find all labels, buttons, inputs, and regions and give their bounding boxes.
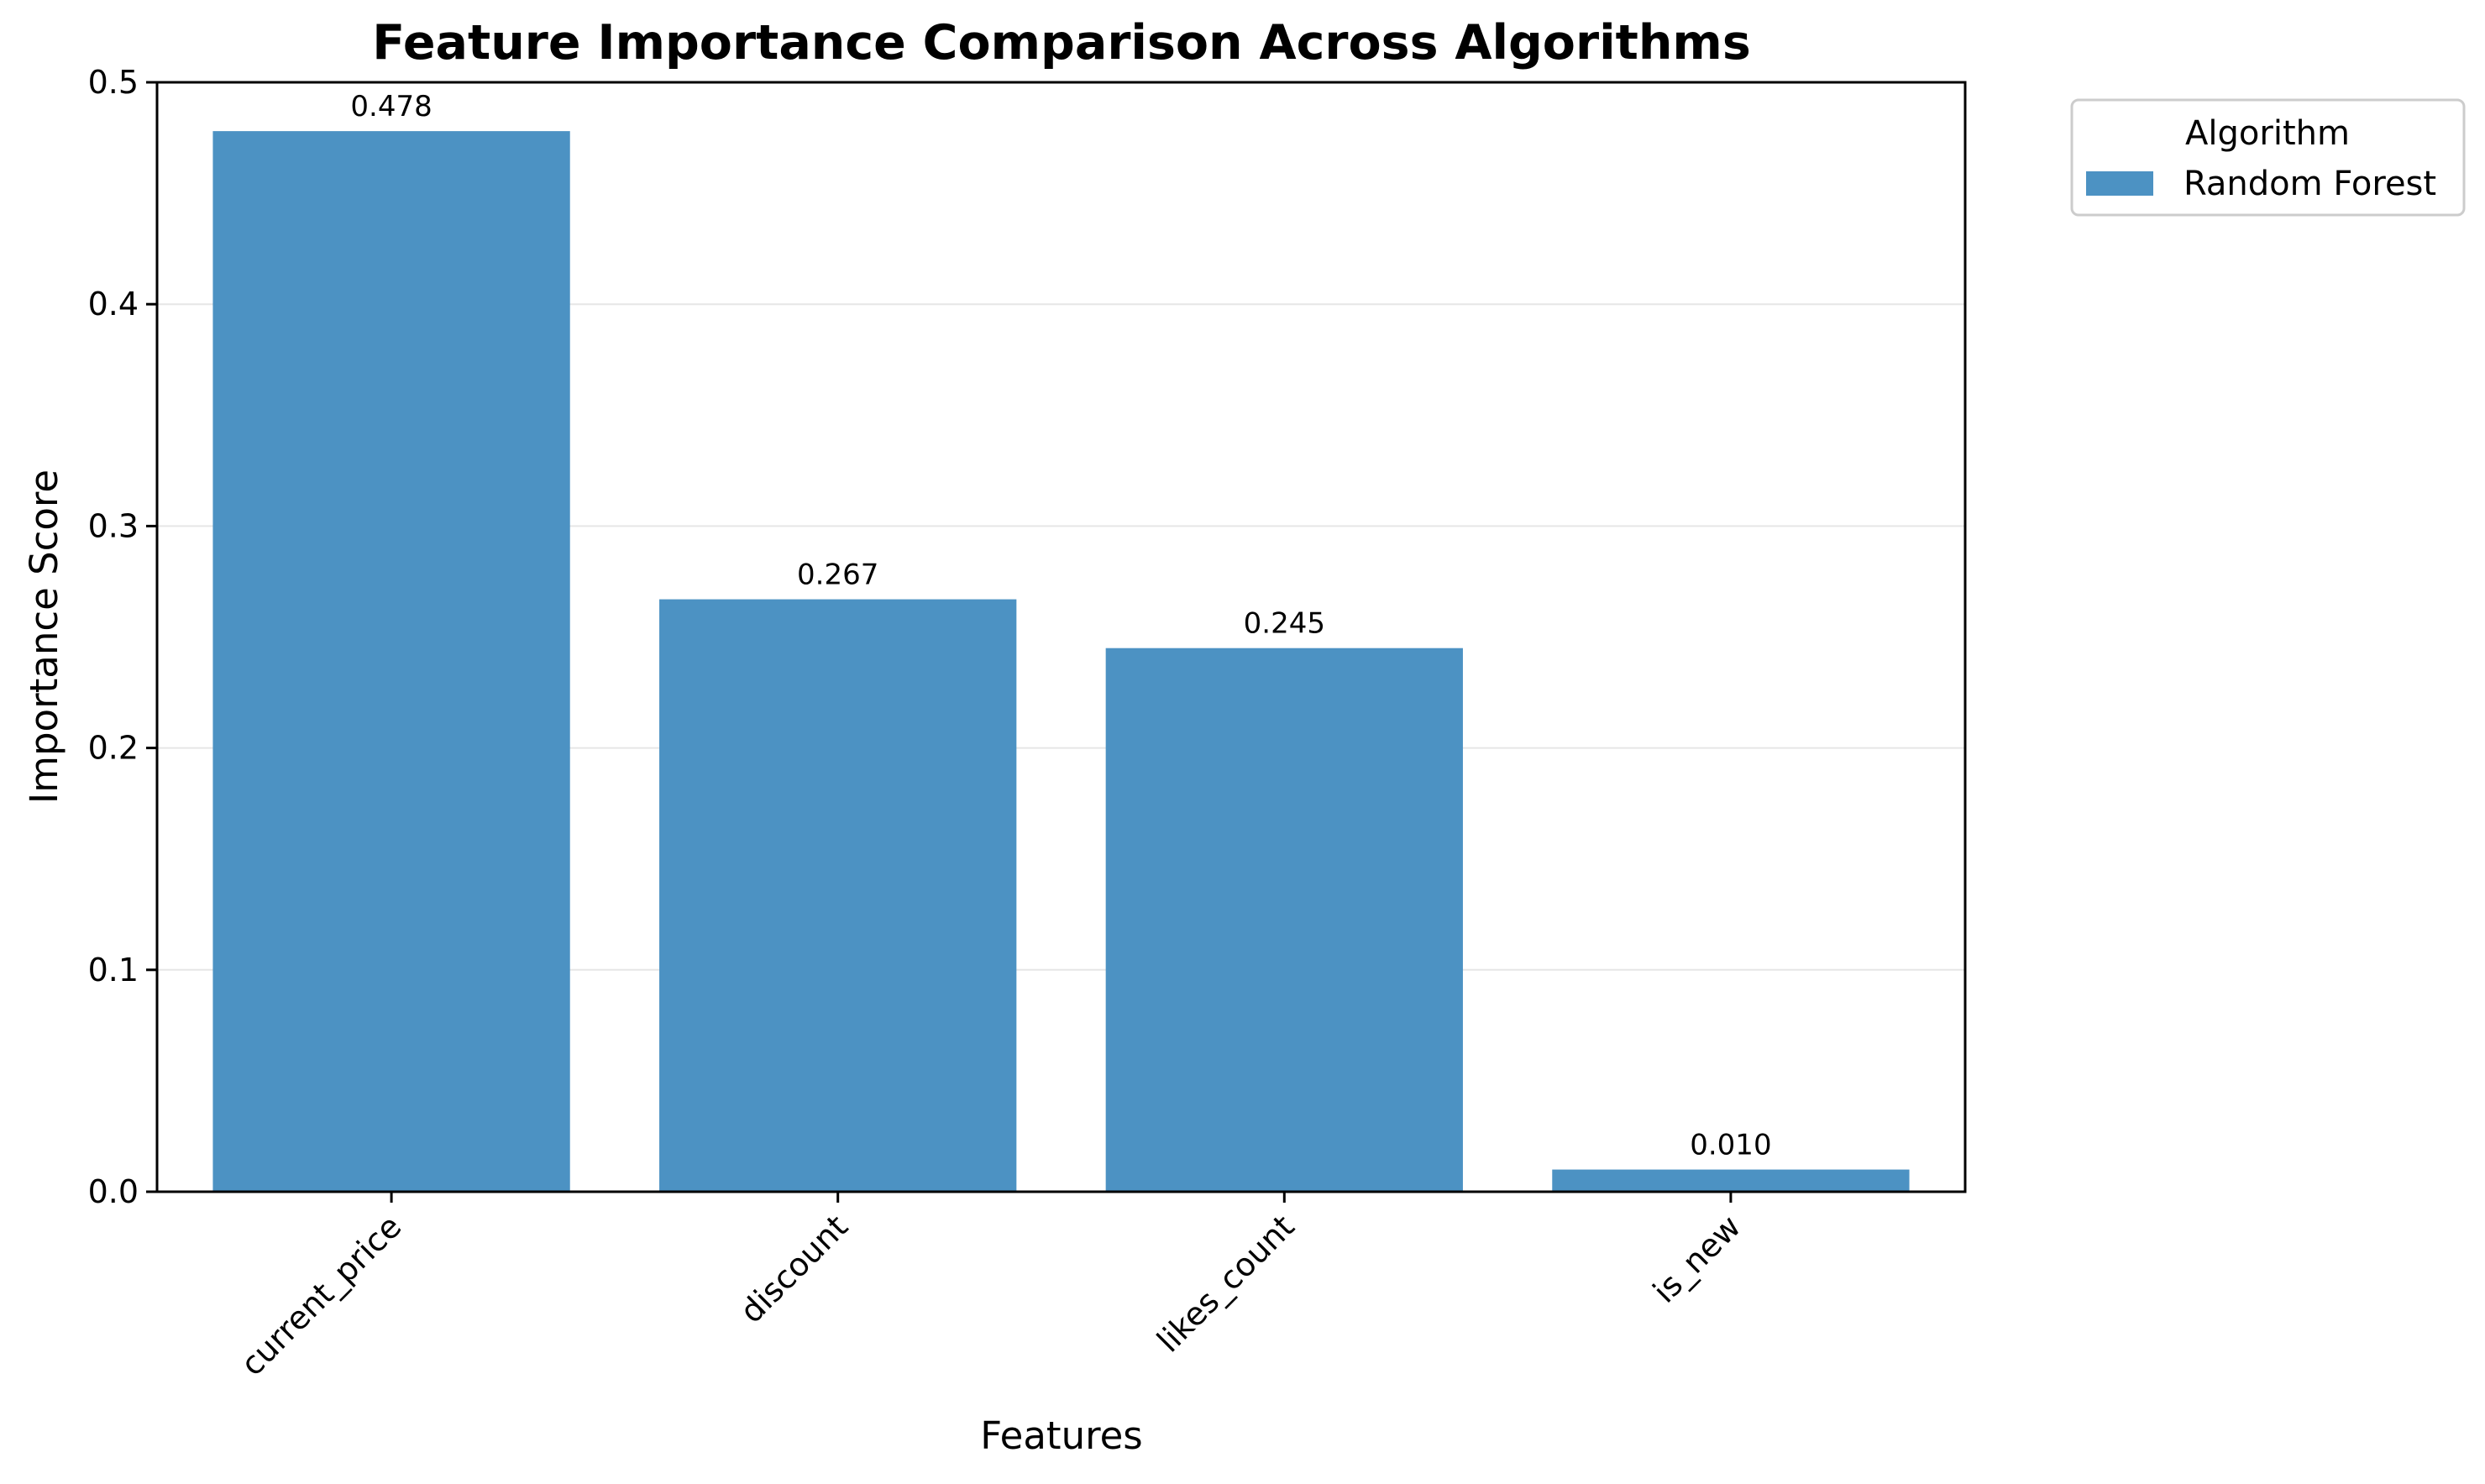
y-tick-label: 0.4 xyxy=(88,286,139,322)
chart-title: Feature Importance Comparison Across Alg… xyxy=(372,15,1751,71)
y-tick-label: 0.0 xyxy=(88,1173,139,1210)
y-tick-label: 0.5 xyxy=(88,64,139,101)
x-axis-ticks: current_price discount likes_count is_new xyxy=(233,1192,1748,1383)
bar-discount xyxy=(659,599,1017,1192)
data-label-likes_count: 0.245 xyxy=(1244,607,1325,641)
bars xyxy=(212,131,1910,1192)
legend-title: Algorithm xyxy=(2185,114,2350,153)
legend-frame xyxy=(2070,98,2466,217)
y-tick-label: 0.1 xyxy=(88,952,139,988)
legend-label-random-forest: Random Forest xyxy=(2184,165,2436,203)
data-label-current_price: 0.478 xyxy=(350,90,432,123)
x-tick-label-is_new: is_new xyxy=(1646,1208,1748,1310)
x-tick-label-likes_count: likes_count xyxy=(1150,1208,1301,1359)
bar-likes_count xyxy=(1105,648,1463,1192)
legend: Algorithm Random Forest xyxy=(2070,98,2466,217)
data-label-discount: 0.267 xyxy=(797,558,878,592)
x-tick-label-current_price: current_price xyxy=(233,1208,408,1382)
data-label-is_new: 0.010 xyxy=(1690,1129,1771,1162)
y-tick-label: 0.2 xyxy=(88,730,139,767)
bar-is_new xyxy=(1552,1169,1910,1192)
x-tick-label-discount: discount xyxy=(733,1208,855,1329)
plot-frame xyxy=(155,81,1967,1193)
y-axis-label: Importance Score xyxy=(22,469,66,804)
y-axis-ticks: 0.0 0.1 0.2 0.3 0.4 0.5 xyxy=(88,64,157,1210)
legend-swatch-random-forest xyxy=(2086,171,2153,196)
x-axis-label: Features xyxy=(980,1413,1143,1458)
y-tick-label: 0.3 xyxy=(88,507,139,544)
data-labels: 0.478 0.267 0.245 0.010 xyxy=(350,90,1771,1162)
bar-current_price xyxy=(212,131,570,1192)
